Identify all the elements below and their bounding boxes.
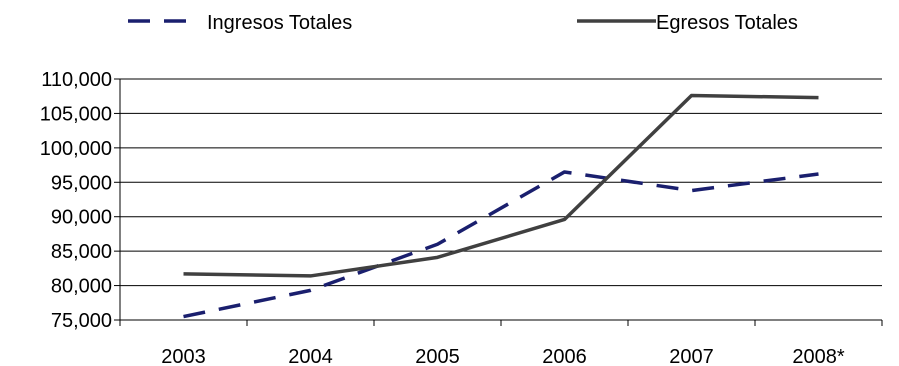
x-tick-label: 2007 [669, 346, 714, 366]
y-tick-label: 75,000 [51, 310, 112, 332]
axes [114, 78, 883, 326]
x-tick-label: 2003 [161, 346, 206, 366]
series-line-ingresos [183, 170, 819, 319]
data-point [309, 274, 313, 278]
data-point [182, 272, 186, 276]
data-point [563, 170, 567, 174]
data-point [182, 315, 186, 319]
y-tick-label: 85,000 [51, 241, 112, 263]
x-tick-label: 2004 [288, 346, 333, 366]
y-tick-label: 110,000 [41, 69, 112, 91]
gridlines [120, 78, 882, 287]
y-tick-label: 95,000 [51, 172, 112, 194]
y-tick-label: 90,000 [51, 207, 112, 229]
series-lines [182, 93, 821, 319]
y-tick-label: 105,000 [40, 103, 112, 125]
legend-label-ingresos: Ingresos Totales [207, 12, 352, 34]
data-point [309, 288, 313, 292]
data-point [817, 96, 821, 100]
data-point [690, 189, 694, 193]
series-line-egresos [183, 93, 819, 278]
data-point [436, 255, 440, 259]
data-point [690, 94, 694, 98]
y-tick-label: 100,000 [40, 138, 112, 160]
x-tick-label: 2008* [792, 346, 844, 366]
legend: Ingresos Totales Egresos Totales [128, 12, 798, 34]
y-axis-tick-labels: 75,000 80,000 85,000 90,000 95,000 100,000 105… [40, 69, 112, 332]
x-axis-tick-labels: 2003 2004 2005 2006 2007 2008* [161, 346, 845, 366]
data-point [563, 217, 567, 221]
y-tick-label: 80,000 [51, 276, 112, 298]
x-tick-label: 2005 [415, 346, 460, 366]
data-point [436, 242, 440, 246]
legend-label-egresos: Egresos Totales [656, 12, 798, 34]
x-tick-label: 2006 [542, 346, 587, 366]
data-point [817, 172, 821, 176]
